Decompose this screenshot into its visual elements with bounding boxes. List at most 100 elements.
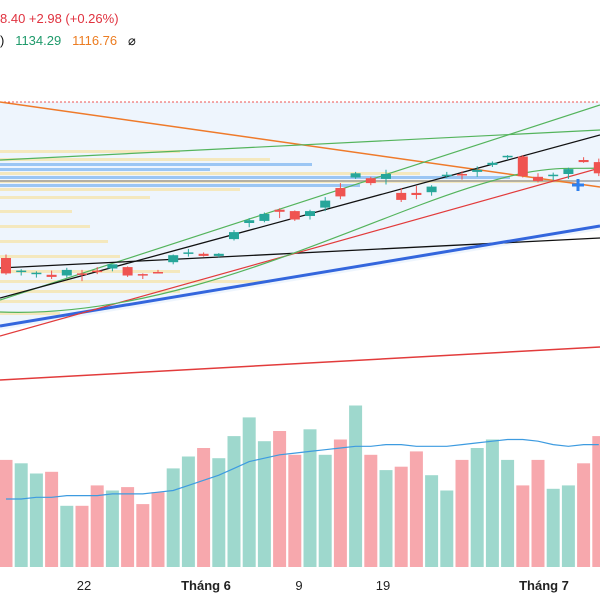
candle-body: [183, 252, 194, 254]
volume-profile-bar: [0, 184, 360, 187]
volume-profile-bar: [0, 270, 180, 273]
volume-profile-bar: [0, 176, 510, 179]
candle-body: [563, 169, 574, 174]
volume-profile-bar: [0, 255, 120, 258]
candle-body: [396, 192, 407, 200]
candle-body: [548, 174, 559, 177]
trend-line-red-lower: [0, 346, 600, 381]
candle-body: [487, 162, 498, 165]
volume-bar: [485, 439, 499, 567]
volume-profile-bar: [0, 300, 90, 303]
candle-body: [320, 200, 331, 208]
volume-bar: [425, 475, 439, 567]
volume-bar: [379, 470, 393, 567]
volume-profile-bar: [0, 188, 240, 191]
candle-body: [289, 211, 300, 220]
volume-bar: [197, 448, 211, 567]
volume-bar: [577, 463, 591, 567]
trend-line-red-mid: [0, 167, 600, 337]
x-tick-label: 19: [375, 578, 391, 593]
volume-bar: [394, 466, 408, 567]
volume-profile-bar: [0, 158, 270, 161]
candle-body: [411, 192, 422, 195]
volume-bar: [136, 504, 150, 567]
visibility-toggle-icon[interactable]: ⌀: [127, 33, 136, 48]
volume-profile-bar: [0, 280, 270, 283]
candle-body: [213, 253, 224, 256]
x-tick-label: Tháng 6: [181, 578, 231, 593]
indicator-marker: ): [0, 33, 5, 48]
candle-body: [426, 186, 437, 193]
candle-body: [441, 174, 452, 177]
candle-body: [107, 264, 118, 269]
volume-bar: [470, 448, 484, 567]
trend-line-green-upper: [0, 129, 600, 161]
volume-bar: [333, 439, 347, 567]
candle-body: [168, 255, 179, 263]
candle-body: [578, 160, 589, 163]
volume-bar: [0, 459, 13, 567]
candle-body: [61, 269, 72, 276]
candle-body: [198, 253, 209, 256]
candle-body: [472, 169, 483, 172]
candle-body: [229, 232, 239, 240]
candle-body: [92, 270, 103, 273]
price-change-text: 8.40 +2.98 (+0.26%): [0, 11, 119, 26]
volume-profile-bar: [0, 168, 210, 171]
candle-body: [274, 209, 285, 212]
volume-bar: [288, 454, 302, 567]
volume-bar: [440, 490, 454, 567]
candle-body: [77, 273, 87, 275]
candle-body: [122, 267, 133, 276]
crosshair-plus-icon: [572, 179, 584, 191]
candle-body: [533, 176, 543, 181]
candle-body: [457, 174, 467, 176]
volume-bar: [349, 405, 363, 567]
volume-bar: [242, 417, 256, 567]
volume-profile-bar: [0, 172, 420, 175]
volume-moving-average-line: [6, 438, 599, 500]
x-tick-label: 22: [76, 578, 92, 593]
candle-body: [153, 272, 163, 274]
volume-profile-bar: [0, 290, 180, 293]
volume-bar: [592, 436, 600, 567]
volume-bar: [212, 458, 226, 567]
trend-line-blue: [0, 224, 600, 328]
volume-bar: [14, 463, 28, 567]
candle-body: [16, 270, 27, 273]
candle-body: [305, 211, 315, 216]
indicator-value-2: 1116.76: [72, 33, 118, 48]
indicator-value-1: 1134.29: [15, 33, 62, 48]
volume-profile-bar: [0, 196, 150, 199]
volume-bar: [227, 436, 241, 567]
candle-body: [46, 274, 57, 277]
moving-average-green: [0, 167, 600, 313]
volume-profile-bar: [0, 225, 90, 228]
volume-bar: [318, 454, 332, 567]
volume-bar: [409, 451, 423, 567]
volume-bar: [455, 459, 469, 567]
volume-bar: [166, 468, 180, 567]
volume-bar: [60, 505, 74, 567]
volume-bar: [105, 490, 119, 567]
volume-profile-bar: [0, 312, 60, 315]
volume-profile-bar: [0, 210, 72, 213]
volume-bar: [151, 492, 165, 567]
volume-bar: [45, 471, 59, 567]
volume-bar: [516, 485, 530, 567]
volume-profile-bar: [0, 150, 180, 153]
volume-bar: [90, 485, 104, 567]
volume-bar: [501, 459, 515, 567]
volume-bar: [273, 431, 287, 567]
candle-body: [31, 272, 42, 275]
candle-body: [381, 174, 391, 179]
volume-bar: [531, 459, 545, 567]
candle-body: [365, 178, 376, 184]
candle-body: [1, 258, 11, 274]
volume-bar: [29, 473, 43, 567]
x-tick-label: Tháng 7: [519, 578, 569, 593]
candle-body: [259, 213, 270, 221]
candle-body: [244, 220, 255, 223]
volume-bar: [303, 429, 317, 567]
